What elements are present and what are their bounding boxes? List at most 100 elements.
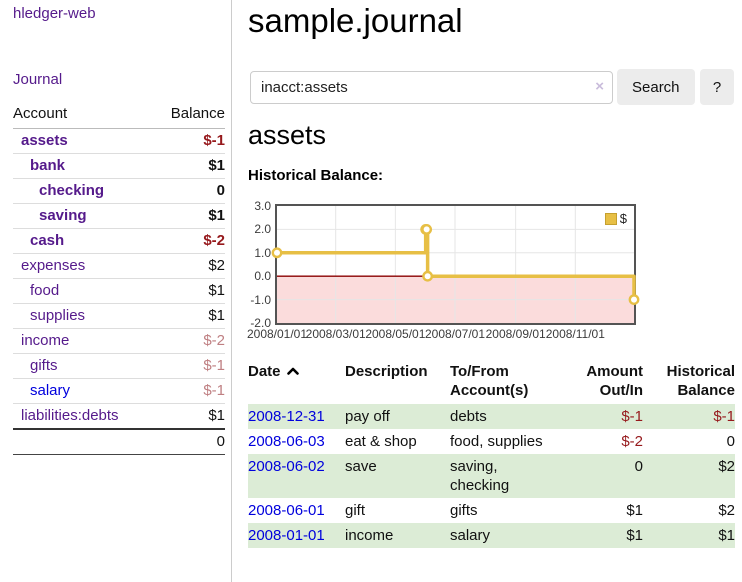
transaction-amount: $1 (626, 502, 643, 519)
page-title: sample.journal (248, 2, 463, 39)
transaction-balance: $1 (718, 527, 735, 544)
account-balance: $1 (153, 153, 225, 179)
accounts-column-header: Account (13, 103, 154, 129)
transaction-description: eat & shop (345, 433, 417, 450)
transaction-amount: $1 (626, 527, 643, 544)
search-input[interactable] (250, 71, 613, 104)
account-link-expenses[interactable]: expenses (21, 257, 86, 274)
sidebar: hledger-web Journal Account Balance asse… (0, 0, 232, 582)
account-row: gifts $-1 (13, 353, 225, 379)
y-axis-tick-label: 2.0 (254, 222, 271, 237)
date-sort-header[interactable]: Date (248, 360, 345, 404)
transaction-accounts: gifts (450, 502, 478, 519)
account-row: assets $-1 (13, 129, 225, 154)
sidebar-item-journal[interactable]: Journal (13, 71, 63, 88)
account-balance: $-1 (203, 132, 225, 149)
y-axis-tick-label: 0.0 (254, 269, 271, 284)
account-balance: $1 (153, 278, 225, 304)
transaction-date-link[interactable]: 2008-06-03 (248, 433, 325, 450)
y-axis-tick-label: 1.0 (254, 245, 271, 260)
account-row: supplies $1 (13, 303, 225, 329)
register-table: Date Description To/From Account(s) Amou… (248, 360, 735, 548)
transaction-balance: $2 (718, 502, 735, 519)
register-header-row: Date Description To/From Account(s) Amou… (248, 360, 735, 404)
accounts-header: To/From Account(s) (450, 363, 529, 399)
balance-column-header: Balance (153, 103, 225, 129)
account-row: food $1 (13, 278, 225, 304)
account-row: checking 0 (13, 178, 225, 204)
app-brand-link[interactable]: hledger-web (13, 5, 96, 22)
chart-title: Historical Balance: (248, 167, 384, 184)
transaction-date-link[interactable]: 2008-06-01 (248, 502, 325, 519)
transaction-row: 2008-06-01 gift gifts $1 $2 (248, 498, 735, 523)
account-balance: $-1 (153, 378, 225, 404)
transaction-description: gift (345, 502, 366, 519)
chart-x-axis: 2008/01/01 2008/03/01 2008/05/01 2008/07/01… (247, 327, 634, 343)
transaction-row: 2008-01-01 income salary $1 $1 (248, 523, 735, 548)
x-axis-tick-label: 2008/07/01 (424, 327, 486, 341)
transaction-amount: $-2 (621, 433, 643, 450)
transaction-accounts: food, supplies (450, 433, 543, 450)
account-link-food[interactable]: food (30, 282, 60, 299)
account-row: saving $1 (13, 203, 225, 229)
account-link-checking[interactable]: checking (39, 182, 105, 199)
account-balance: 0 (153, 178, 225, 204)
transaction-date-link[interactable]: 2008-01-01 (248, 527, 325, 544)
accounts-table: Account Balance assets $-1 bank $1 check… (13, 103, 225, 455)
account-link-gifts[interactable]: gifts (30, 357, 58, 374)
account-row: bank $1 (13, 153, 225, 179)
account-link-assets[interactable]: assets (21, 132, 68, 149)
transaction-date-link[interactable]: 2008-06-02 (248, 458, 325, 475)
balance-chart[interactable]: $ (271, 204, 640, 325)
account-balance: $-2 (153, 228, 225, 254)
transaction-description: pay off (345, 408, 390, 425)
account-balance: $-1 (153, 353, 225, 379)
transaction-accounts: saving, checking (450, 458, 510, 494)
transaction-row: 2008-06-02 save saving, checking 0 $2 (248, 454, 735, 498)
account-balance: $1 (153, 403, 225, 429)
account-row: expenses $2 (13, 253, 225, 279)
clear-search-icon[interactable]: × (595, 78, 604, 95)
description-header: Description (345, 363, 428, 380)
legend-label: $ (619, 211, 627, 226)
x-axis-tick-label: 2008/09/01 (485, 327, 546, 341)
account-page-heading: assets (248, 120, 327, 150)
transaction-description: save (345, 458, 377, 475)
sort-ascending-icon (286, 367, 299, 375)
amount-header: Amount Out/In (586, 363, 643, 399)
transaction-accounts: debts (450, 408, 487, 425)
accounts-total-row: 0 (13, 428, 225, 455)
transaction-row: 2008-12-31 pay off debts $-1 $-1 (248, 404, 735, 429)
search-button[interactable]: Search (617, 69, 695, 105)
account-link-liabilities-debts[interactable]: liabilities:debts (21, 407, 119, 424)
account-link-income[interactable]: income (21, 332, 70, 349)
chart-canvas (271, 206, 640, 323)
legend-swatch-icon (604, 212, 617, 225)
transaction-balance: $2 (718, 458, 735, 475)
help-button[interactable]: ? (700, 69, 734, 105)
account-link-salary[interactable]: salary (30, 382, 71, 399)
account-balance: $1 (153, 303, 225, 329)
x-axis-tick-label: 2008/11/01 (545, 327, 605, 341)
balance-header: Historical Balance (666, 363, 735, 399)
main-content: sample.journal × Search ? assets Histori… (232, 0, 742, 582)
transaction-accounts: salary (450, 527, 491, 544)
transaction-amount: $-1 (621, 408, 643, 425)
account-link-bank[interactable]: bank (30, 157, 66, 174)
account-link-cash[interactable]: cash (30, 232, 65, 249)
account-row: liabilities:debts $1 (13, 403, 225, 429)
account-link-supplies[interactable]: supplies (30, 307, 86, 324)
x-axis-tick-label: 2008/05/01 (365, 327, 426, 341)
x-axis-tick-label: 2008/03/01 (305, 327, 366, 341)
chart-y-axis: 3.0 2.0 1.0 0.0 -1.0 -2.0 (234, 199, 271, 330)
account-link-saving[interactable]: saving (39, 207, 87, 224)
y-axis-tick-label: 3.0 (254, 199, 271, 213)
account-balance: $2 (153, 253, 225, 279)
y-axis-tick-label: -1.0 (250, 292, 271, 307)
y-axis-tick-label: -2.0 (250, 316, 271, 330)
transaction-description: income (345, 527, 394, 544)
account-row: income $-2 (13, 328, 225, 354)
account-row: salary $-1 (13, 378, 225, 404)
chart-legend: $ (602, 210, 629, 227)
transaction-date-link[interactable]: 2008-12-31 (248, 408, 325, 425)
